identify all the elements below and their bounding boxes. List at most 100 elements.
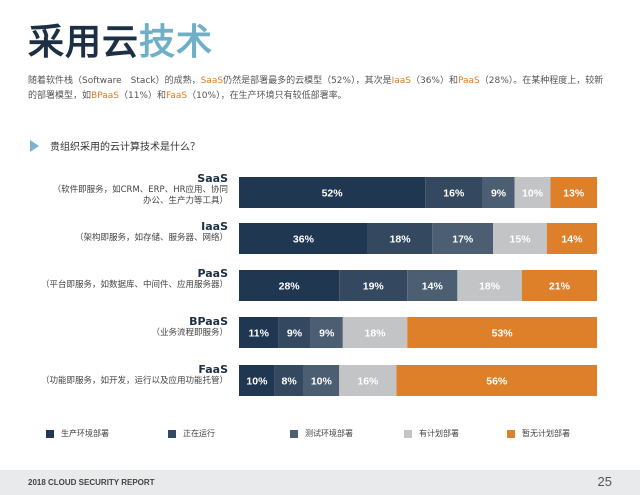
legend-item-testing: 测试环境部署 — [290, 428, 353, 439]
bar-segment-bpaas-3 — [342, 317, 408, 348]
data-label: 53% — [492, 328, 514, 340]
legend-swatch — [507, 429, 515, 438]
footer: 2018 CLOUD SECURITY REPORT 25 — [0, 470, 640, 495]
row-name: IaaS — [201, 220, 228, 233]
bar-segment-saas-4 — [550, 177, 597, 208]
data-label: 14% — [422, 281, 444, 293]
bar-segment-faas-4 — [396, 365, 597, 396]
data-label: 18% — [365, 328, 387, 340]
data-label: 21% — [549, 281, 571, 293]
bar-segment-iaas-3 — [493, 223, 547, 254]
legend-item-no-plan: 暂无计划部署 — [507, 428, 570, 439]
title-part-dark: 采用云 — [28, 22, 140, 63]
row-label-faas: FaaS （功能即服务，如开发，运行以及应用功能托管） — [41, 363, 228, 387]
legend-label: 生产环境部署 — [61, 429, 109, 438]
data-label: 10% — [246, 376, 268, 388]
bar-segment-paas-0 — [239, 270, 340, 301]
row-label-iaas: IaaS （架构即服务，如存储、服务器、网络） — [75, 220, 228, 244]
data-label: 19% — [363, 281, 385, 293]
row-desc: （功能即服务，如开发，运行以及应用功能托管） — [40, 376, 228, 386]
intro-text: （11%）和 — [118, 91, 166, 101]
bar-segment-paas-4 — [521, 270, 597, 301]
intro-highlight: PaaS — [458, 76, 480, 86]
row-desc: （业务流程即服务） — [151, 328, 228, 338]
row-name: PaaS — [197, 267, 228, 280]
data-label: 28% — [279, 281, 301, 293]
bar-segment-saas-0 — [239, 177, 426, 208]
bar-segment-saas-2 — [482, 177, 515, 208]
data-label: 9% — [491, 188, 507, 200]
row-label-saas: SaaS （软件即服务，如CRM、ERP、HR应用、协同 办公、生产力等工具） — [53, 172, 228, 207]
row-label-paas: PaaS （平台即服务，如数据库、中间件、应用服务器） — [41, 267, 228, 291]
data-label: 8% — [282, 376, 298, 388]
intro-text: （36%）和 — [410, 76, 458, 86]
data-label: 18% — [479, 281, 501, 293]
data-label: 36% — [293, 234, 315, 246]
data-label: 15% — [510, 234, 532, 246]
legend-label: 暂无计划部署 — [522, 429, 570, 438]
row-name: BPaaS — [189, 315, 228, 328]
data-label: 16% — [443, 188, 465, 200]
legend-swatch — [168, 429, 176, 438]
legend-label: 有计划部署 — [419, 429, 459, 438]
bar-segment-paas-3 — [457, 270, 522, 301]
intro-text: 仍然是部署最多的云模型（52%），其次是 — [223, 76, 392, 86]
bar-segment-bpaas-2 — [310, 317, 343, 348]
intro-text: （28%）。在某种程度上，较新的部署模型，如 — [28, 76, 604, 101]
data-label: 9% — [319, 328, 335, 340]
legend-label: 正在运行 — [183, 429, 215, 438]
bar-segment-faas-0 — [239, 365, 275, 396]
legend-item-production: 生产环境部署 — [46, 428, 109, 439]
bar-segment-faas-3 — [339, 365, 397, 396]
chart-title: 贵组织采用的云计算技术是什么？ — [50, 142, 200, 153]
bar-segment-bpaas-4 — [407, 317, 597, 348]
report-name: 2018 CLOUD SECURITY REPORT — [28, 478, 155, 487]
row-desc: （架构即服务，如存储、服务器、网络） — [74, 233, 228, 243]
intro-text: （10%），在生产环境只有较低部署率。 — [187, 91, 347, 101]
data-label: 17% — [452, 234, 474, 246]
data-label: 10% — [522, 188, 544, 200]
data-label: 18% — [390, 234, 412, 246]
intro-text: 随着软件栈（Software Stack）的成熟， — [28, 76, 201, 86]
legend: 生产环境部署 正在运行 测试环境部署 有计划部署 暂无计划部署 — [46, 428, 606, 442]
data-label: 14% — [561, 234, 583, 246]
row-desc: （软件即服务，如CRM、ERP、HR应用、协同 — [52, 185, 228, 195]
legend-item-planned: 有计划部署 — [404, 428, 459, 439]
triangle-bullet-icon — [30, 139, 39, 152]
intro-highlight: IaaS — [391, 76, 411, 86]
legend-item-running: 正在运行 — [168, 428, 215, 439]
data-label: 13% — [563, 188, 585, 200]
row-desc: （平台即服务，如数据库、中间件、应用服务器） — [40, 280, 228, 290]
legend-label: 测试环境部署 — [305, 429, 353, 438]
bar-segment-iaas-0 — [239, 223, 368, 254]
intro-highlight: BPaaS — [91, 91, 119, 101]
data-label: 11% — [248, 328, 269, 340]
row-name: FaaS — [198, 363, 228, 376]
row-desc: 办公、生产力等工具） — [142, 196, 228, 206]
title-part-light: 技术 — [139, 22, 214, 63]
intro-highlight: SaaS — [200, 76, 224, 86]
intro-highlight: FaaS — [165, 91, 188, 101]
bar-segment-iaas-2 — [432, 223, 494, 254]
legend-swatch — [290, 429, 298, 438]
bar-segment-saas-3 — [514, 177, 551, 208]
legend-swatch — [46, 429, 54, 438]
data-label: 9% — [287, 328, 303, 340]
legend-swatch — [404, 429, 412, 438]
chart-question: 贵组织采用的云计算技术是什么？ — [30, 138, 200, 153]
data-label: 16% — [357, 376, 379, 388]
bar-segment-bpaas-0 — [239, 317, 279, 348]
bar-segment-iaas-1 — [367, 223, 433, 254]
bar-segment-iaas-4 — [546, 223, 597, 254]
bar-segment-faas-1 — [274, 365, 304, 396]
row-name: SaaS — [197, 172, 228, 185]
bar-segment-paas-1 — [339, 270, 408, 301]
row-label-bpaas: BPaaS （业务流程即服务） — [151, 315, 228, 339]
bar-segment-saas-1 — [425, 177, 483, 208]
data-label: 56% — [486, 376, 508, 388]
bar-segment-bpaas-1 — [278, 317, 311, 348]
data-label: 10% — [311, 376, 333, 388]
intro-paragraph: 随着软件栈（Software Stack）的成熟，SaaS仍然是部署最多的云模型… — [28, 74, 608, 104]
bar-segment-paas-2 — [407, 270, 458, 301]
